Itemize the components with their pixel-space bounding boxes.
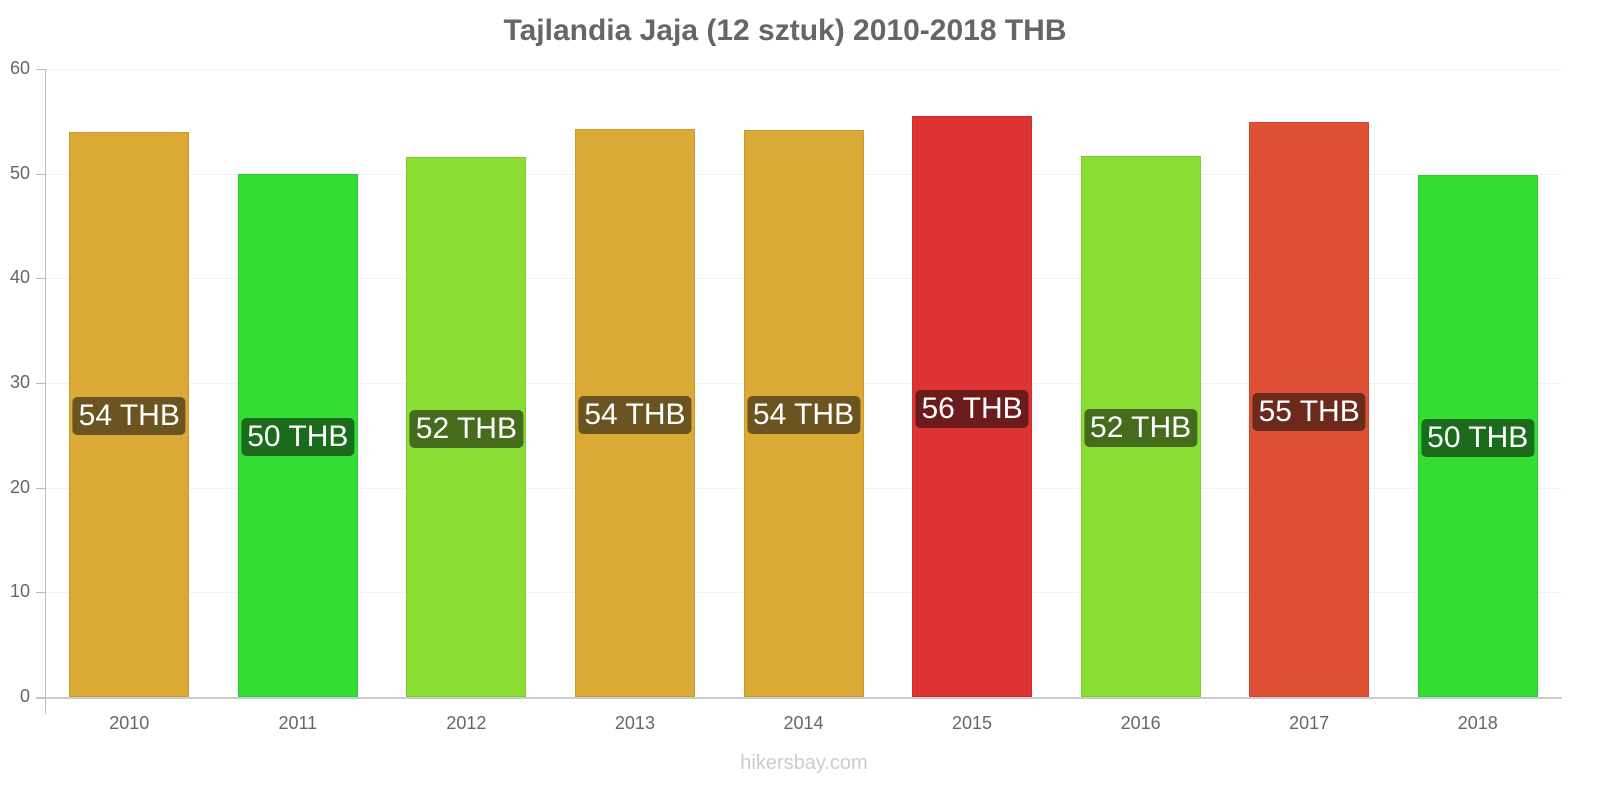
- y-tick-label: 10: [9, 581, 30, 602]
- x-axis-line: [36, 697, 1562, 699]
- bar-value-label: 52 THB: [409, 409, 523, 448]
- chart-title: Tajlandia Jaja (12 sztuk) 2010-2018 THB: [503, 14, 1067, 47]
- bar-2016[interactable]: 52 THB: [1080, 155, 1201, 697]
- bar-2014[interactable]: 54 THB: [743, 129, 864, 697]
- x-tick-label: 2013: [614, 713, 655, 733]
- gridline: [45, 69, 1562, 70]
- y-tick-mark: [36, 383, 45, 384]
- y-tick-mark: [36, 173, 45, 175]
- y-tick-mark: [36, 487, 45, 489]
- y-tick-mark: [36, 278, 45, 280]
- bar-value-label: 50 THB: [241, 418, 355, 457]
- bar-2010[interactable]: 54 THB: [69, 131, 190, 697]
- x-tick-label: 2014: [783, 713, 824, 733]
- bar-2011[interactable]: 50 THB: [237, 173, 358, 697]
- x-tick-label: 2016: [1120, 713, 1161, 733]
- y-tick-mark: [36, 592, 45, 594]
- bar-value-label: 54 THB: [72, 397, 186, 436]
- bar-value-label: 54 THB: [578, 395, 692, 434]
- bar-value-label: 52 THB: [1084, 409, 1198, 448]
- x-tick-label: 2011: [278, 713, 318, 733]
- y-tick-label: 30: [9, 372, 30, 392]
- watermark: hikersbay.com: [740, 752, 868, 774]
- bar-value-label: 50 THB: [1421, 418, 1535, 457]
- y-axis-line: [45, 69, 46, 714]
- x-tick-label: 2018: [1457, 713, 1498, 733]
- bar-value-label: 54 THB: [746, 396, 861, 435]
- x-tick-label: 2015: [952, 713, 993, 733]
- x-tick-label: 2017: [1289, 713, 1330, 733]
- plot-area: 54 THB 50 THB 52 THB 54 THB 54 THB 56 THB 52 T…: [45, 69, 1562, 698]
- y-tick-label: 0: [19, 686, 30, 706]
- y-tick-label: 60: [9, 58, 30, 78]
- x-tick-label: 2012: [446, 713, 487, 733]
- bar-2017[interactable]: 55 THB: [1249, 122, 1370, 697]
- bar-2012[interactable]: 52 THB: [406, 156, 527, 697]
- bar-value-label: 56 THB: [915, 389, 1029, 428]
- bar-2015[interactable]: 56 THB: [912, 116, 1033, 697]
- bar-value-label: 55 THB: [1252, 392, 1366, 431]
- y-tick-label: 50: [9, 162, 30, 183]
- x-tick-label: 2010: [109, 713, 150, 733]
- y-tick-label: 20: [9, 476, 30, 497]
- y-tick-mark: [36, 697, 45, 698]
- y-tick-mark: [36, 69, 45, 70]
- y-tick-label: 40: [9, 267, 30, 288]
- bar-2018[interactable]: 50 THB: [1417, 174, 1538, 697]
- bar-2013[interactable]: 54 THB: [574, 128, 695, 697]
